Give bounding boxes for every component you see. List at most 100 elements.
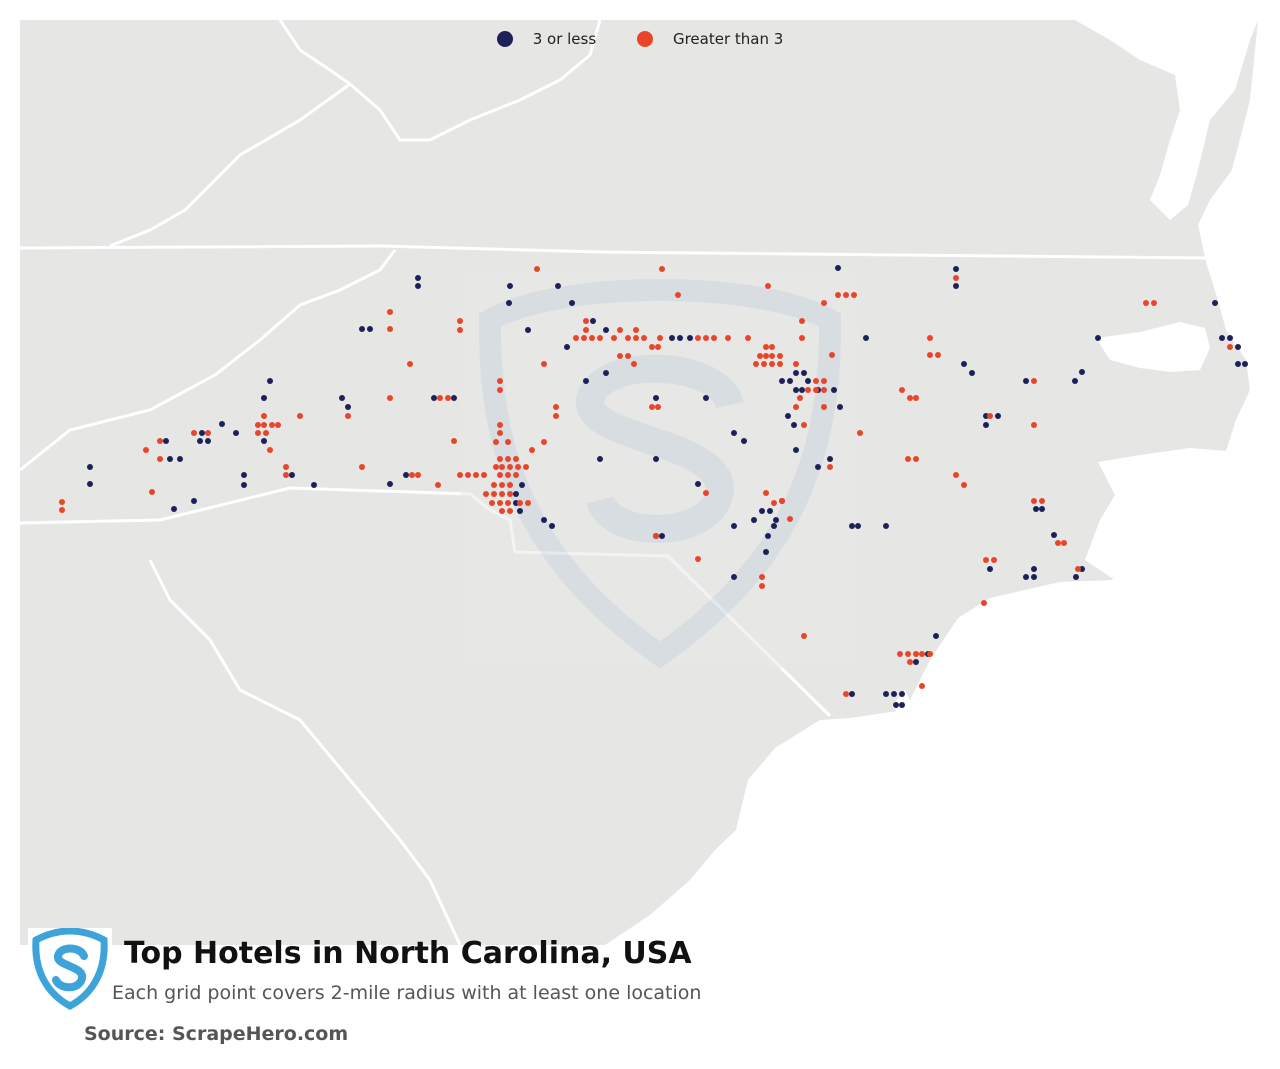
north-carolina-hotel-map	[20, 20, 1258, 945]
grid-point-low	[267, 378, 273, 384]
grid-point-high	[505, 439, 511, 445]
grid-point-high	[589, 335, 595, 341]
grid-point-high	[897, 651, 903, 657]
grid-point-low	[541, 517, 547, 523]
grid-point-high	[445, 395, 451, 401]
grid-point-low	[1219, 335, 1225, 341]
grid-point-high	[653, 533, 659, 539]
grid-point-low	[339, 395, 345, 401]
grid-point-low	[345, 404, 351, 410]
grid-point-low	[695, 481, 701, 487]
albemarle-sound	[1096, 322, 1210, 372]
grid-point-low	[771, 523, 777, 529]
legend-item-high: Greater than 3	[636, 30, 783, 48]
grid-point-high	[907, 395, 913, 401]
grid-point-high	[745, 335, 751, 341]
grid-point-low	[1023, 574, 1029, 580]
grid-point-high	[857, 430, 863, 436]
grid-point-low	[583, 378, 589, 384]
grid-point-high	[769, 344, 775, 350]
grid-point-high	[583, 327, 589, 333]
grid-point-low	[995, 413, 1001, 419]
grid-point-low	[519, 482, 525, 488]
grid-point-low	[785, 413, 791, 419]
grid-point-high	[763, 353, 769, 359]
grid-point-low	[1039, 506, 1045, 512]
grid-point-low	[525, 327, 531, 333]
grid-point-high	[799, 335, 805, 341]
grid-point-high	[541, 439, 547, 445]
grid-point-high	[507, 491, 513, 497]
grid-point-low	[741, 438, 747, 444]
grid-point-high	[759, 574, 765, 580]
grid-point-low	[261, 395, 267, 401]
grid-point-high	[801, 633, 807, 639]
grid-point-low	[219, 421, 225, 427]
grid-point-high	[534, 266, 540, 272]
grid-point-high	[491, 491, 497, 497]
grid-point-high	[821, 404, 827, 410]
grid-point-low	[163, 438, 169, 444]
grid-point-high	[387, 309, 393, 315]
grid-point-high	[457, 318, 463, 324]
grid-point-high	[583, 318, 589, 324]
grid-point-low	[387, 481, 393, 487]
grid-point-high	[507, 482, 513, 488]
grid-point-high	[1227, 344, 1233, 350]
grid-point-high	[1055, 540, 1061, 546]
grid-point-low	[403, 472, 409, 478]
grid-point-low	[891, 691, 897, 697]
grid-point-high	[359, 464, 365, 470]
grid-point-high	[205, 430, 211, 436]
map-subtitle: Each grid point covers 2-mile radius wit…	[112, 982, 702, 1004]
grid-point-high	[813, 378, 819, 384]
grid-point-high	[695, 556, 701, 562]
grid-point-low	[517, 508, 523, 514]
grid-point-high	[297, 413, 303, 419]
grid-point-high	[655, 344, 661, 350]
hotel-grid-points	[59, 265, 1248, 708]
grid-point-high	[649, 344, 655, 350]
grid-point-high	[483, 491, 489, 497]
grid-point-high	[797, 395, 803, 401]
grid-point-high	[827, 464, 833, 470]
grid-point-low	[987, 566, 993, 572]
grid-point-low	[953, 266, 959, 272]
grid-point-high	[991, 557, 997, 563]
grid-point-high	[617, 327, 623, 333]
chesapeake-bay	[1075, 20, 1258, 220]
grid-point-high	[611, 335, 617, 341]
grid-point-high	[913, 395, 919, 401]
grid-point-low	[197, 438, 203, 444]
grid-point-high	[1031, 498, 1037, 504]
grid-point-low	[569, 300, 575, 306]
grid-point-high	[725, 335, 731, 341]
grid-point-high	[261, 422, 267, 428]
grid-point-high	[829, 352, 835, 358]
grid-point-high	[813, 387, 819, 393]
grid-point-high	[473, 472, 479, 478]
grid-point-low	[311, 482, 317, 488]
grid-point-high	[771, 500, 777, 506]
grid-point-high	[927, 651, 933, 657]
grid-point-high	[851, 292, 857, 298]
grid-point-high	[497, 387, 503, 393]
grid-point-low	[801, 370, 807, 376]
legend-item-low: 3 or less	[496, 30, 596, 48]
grid-point-high	[553, 413, 559, 419]
grid-point-low	[171, 506, 177, 512]
grid-point-high	[987, 413, 993, 419]
grid-point-high	[505, 456, 511, 462]
grid-point-low	[899, 691, 905, 697]
grid-point-high	[59, 507, 65, 513]
grid-point-low	[961, 361, 967, 367]
grid-point-low	[669, 335, 675, 341]
grid-point-high	[633, 335, 639, 341]
grid-point-high	[457, 472, 463, 478]
grid-point-high	[1151, 300, 1157, 306]
grid-point-low	[835, 265, 841, 271]
grid-point-low	[289, 472, 295, 478]
grid-point-high	[505, 500, 511, 506]
grid-point-high	[631, 361, 637, 367]
legend-dot-low	[496, 31, 513, 47]
